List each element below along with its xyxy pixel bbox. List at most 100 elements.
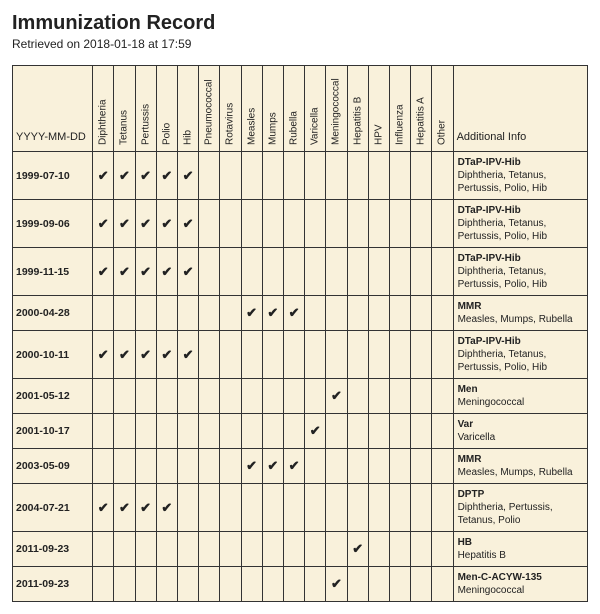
vaccine-header: Meningococcal (326, 66, 347, 152)
check-cell (305, 152, 326, 200)
check-cell (326, 152, 347, 200)
check-cell: ✔ (326, 379, 347, 414)
info-cell: MMRMeasles, Mumps, Rubella (453, 296, 587, 331)
checkmark-icon: ✔ (119, 500, 130, 515)
check-cell (368, 200, 389, 248)
check-cell: ✔ (241, 449, 262, 484)
check-cell (241, 248, 262, 296)
vaccine-desc: Meningococcal (458, 397, 525, 408)
vaccine-name: HB (458, 537, 472, 548)
check-cell: ✔ (114, 331, 135, 379)
check-cell (93, 567, 114, 602)
check-cell: ✔ (305, 414, 326, 449)
checkmark-icon: ✔ (289, 458, 300, 473)
check-cell (262, 532, 283, 567)
vaccine-header-label: Hib (183, 130, 194, 145)
check-cell (283, 379, 304, 414)
check-cell: ✔ (262, 449, 283, 484)
vaccine-header-label: Varicella (310, 107, 321, 145)
check-cell (177, 567, 198, 602)
check-cell (432, 248, 453, 296)
checkmark-icon: ✔ (331, 388, 342, 403)
vaccine-header: Rubella (283, 66, 304, 152)
check-cell (305, 248, 326, 296)
table-row: 2011-09-23✔Men-C-ACYW-135Meningococcal (13, 567, 588, 602)
check-cell (432, 532, 453, 567)
check-cell: ✔ (283, 449, 304, 484)
vaccine-header-label: Meningococcal (331, 78, 342, 145)
check-cell (177, 379, 198, 414)
vaccine-desc: Diphtheria, Pertussis, Tetanus, Polio (458, 502, 553, 526)
check-cell (432, 331, 453, 379)
check-cell (432, 449, 453, 484)
checkmark-icon: ✔ (289, 305, 300, 320)
info-header: Additional Info (453, 66, 587, 152)
check-cell (368, 296, 389, 331)
table-row: 2003-05-09✔✔✔MMRMeasles, Mumps, Rubella (13, 449, 588, 484)
check-cell (389, 567, 410, 602)
check-cell (411, 248, 432, 296)
check-cell (347, 414, 368, 449)
check-cell (305, 532, 326, 567)
check-cell (432, 414, 453, 449)
vaccine-header-label: Hepatitis A (416, 97, 427, 145)
check-cell (283, 532, 304, 567)
vaccine-header-label: Polio (161, 123, 172, 145)
vaccine-name: Men (458, 384, 478, 395)
check-cell (177, 449, 198, 484)
retrieved-line: Retrieved on 2018-01-18 at 17:59 (12, 37, 588, 51)
check-cell (347, 152, 368, 200)
check-cell (93, 532, 114, 567)
check-cell (156, 532, 177, 567)
check-cell (283, 331, 304, 379)
check-cell (368, 567, 389, 602)
date-cell: 2011-09-23 (13, 567, 93, 602)
check-cell (368, 414, 389, 449)
check-cell (135, 296, 156, 331)
checkmark-icon: ✔ (119, 168, 130, 183)
check-cell (283, 567, 304, 602)
check-cell (262, 331, 283, 379)
check-cell: ✔ (93, 331, 114, 379)
vaccine-header: Rotavirus (220, 66, 241, 152)
checkmark-icon: ✔ (183, 347, 194, 362)
check-cell (368, 248, 389, 296)
checkmark-icon: ✔ (183, 216, 194, 231)
checkmark-icon: ✔ (161, 216, 172, 231)
vaccine-name: DTaP-IPV-Hib (458, 336, 521, 347)
check-cell (283, 414, 304, 449)
check-cell (411, 200, 432, 248)
vaccine-header: Polio (156, 66, 177, 152)
checkmark-icon: ✔ (161, 347, 172, 362)
check-cell (220, 484, 241, 532)
date-cell: 2001-05-12 (13, 379, 93, 414)
vaccine-header-label: Influenza (395, 104, 406, 145)
table-row: 2011-09-23✔HBHepatitis B (13, 532, 588, 567)
check-cell (347, 200, 368, 248)
vaccine-header-label: HPV (373, 124, 384, 145)
vaccine-header: Influenza (389, 66, 410, 152)
table-row: 2004-07-21✔✔✔✔DPTPDiphtheria, Pertussis,… (13, 484, 588, 532)
check-cell (432, 567, 453, 602)
vaccine-name: Var (458, 419, 474, 430)
info-cell: MMRMeasles, Mumps, Rubella (453, 449, 587, 484)
checkmark-icon: ✔ (310, 423, 321, 438)
check-cell (283, 200, 304, 248)
check-cell (411, 331, 432, 379)
check-cell (389, 152, 410, 200)
check-cell (114, 414, 135, 449)
check-cell: ✔ (114, 200, 135, 248)
check-cell (368, 331, 389, 379)
check-cell: ✔ (135, 152, 156, 200)
table-header-row: YYYY-MM-DD DiphtheriaTetanusPertussisPol… (13, 66, 588, 152)
check-cell: ✔ (326, 567, 347, 602)
check-cell (326, 200, 347, 248)
checkmark-icon: ✔ (98, 347, 109, 362)
vaccine-name: MMR (458, 454, 482, 465)
check-cell (177, 532, 198, 567)
check-cell: ✔ (347, 532, 368, 567)
check-cell (326, 331, 347, 379)
check-cell (199, 331, 220, 379)
check-cell (114, 296, 135, 331)
check-cell (305, 484, 326, 532)
